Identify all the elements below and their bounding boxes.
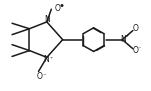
Text: •: •	[59, 1, 65, 11]
Text: N: N	[45, 15, 50, 24]
Text: ⁺: ⁺	[125, 35, 129, 40]
Text: O: O	[55, 4, 60, 13]
Text: O: O	[36, 72, 42, 81]
Text: O: O	[133, 46, 138, 55]
Text: ⁻: ⁻	[138, 47, 141, 52]
Text: ⁺: ⁺	[49, 57, 52, 62]
Text: N: N	[44, 55, 49, 64]
Text: ⁻: ⁻	[42, 73, 46, 79]
Text: O: O	[133, 24, 138, 33]
Text: N: N	[120, 35, 126, 44]
